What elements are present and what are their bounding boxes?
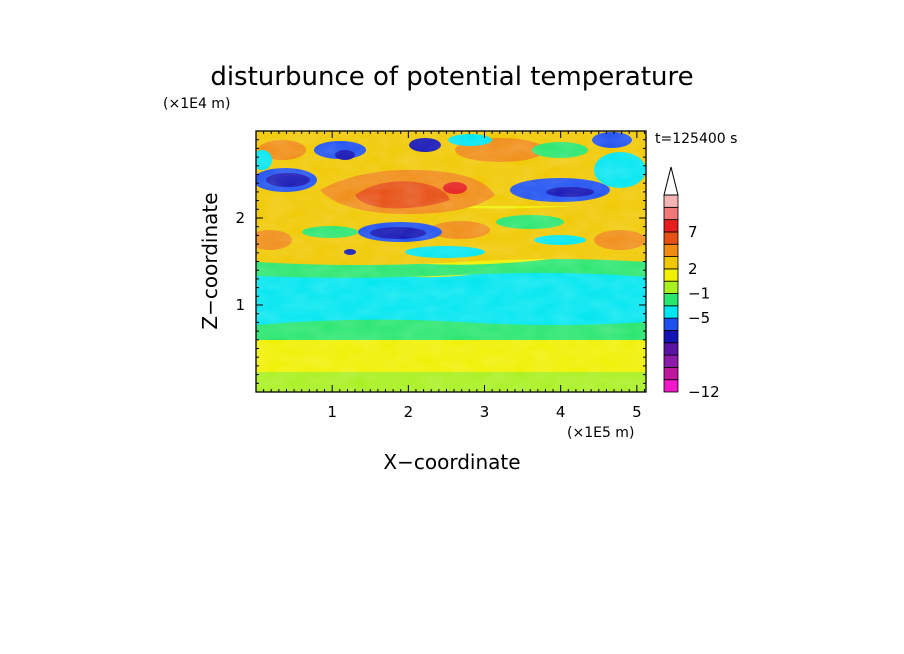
colorbar-label: −1 bbox=[688, 285, 710, 303]
time-label: t=125400 s bbox=[655, 131, 737, 147]
colorbar-swatch bbox=[663, 305, 679, 319]
colorbar-label: 7 bbox=[688, 223, 698, 241]
plot-area bbox=[256, 131, 646, 392]
colorbar-swatch bbox=[663, 194, 679, 208]
y-axis-ticks: 12 bbox=[235, 139, 646, 384]
colorbar-swatch bbox=[663, 243, 679, 257]
y-tick-label: 1 bbox=[235, 296, 245, 314]
colorbar-label: −12 bbox=[688, 383, 720, 401]
colorbar-swatch bbox=[663, 268, 679, 282]
colorbar-swatch bbox=[663, 256, 679, 270]
colorbar-swatch bbox=[663, 366, 679, 381]
colorbar: −12−5−127 bbox=[663, 166, 720, 401]
y-axis-label: Z−coordinate bbox=[198, 192, 222, 329]
colorbar-swatch bbox=[663, 231, 679, 245]
colorbar-swatch bbox=[663, 206, 679, 221]
x-axis-label: X−coordinate bbox=[383, 450, 520, 474]
y-tick-label: 2 bbox=[235, 209, 245, 227]
colorbar-overflow-arrow bbox=[663, 166, 679, 196]
colorbar-swatch bbox=[663, 293, 679, 307]
colorbar-label: −5 bbox=[688, 309, 710, 327]
x-scale-label: (×1E5 m) bbox=[567, 425, 634, 441]
colorbar-swatch bbox=[663, 379, 679, 393]
colorbar-label: 2 bbox=[688, 260, 698, 278]
x-tick-label: 5 bbox=[632, 403, 642, 421]
x-axis-ticks: 1 2 3 4 5 bbox=[263, 131, 645, 421]
colorbar-swatch bbox=[663, 317, 679, 331]
chart-title: disturbunce of potential temperature bbox=[210, 62, 693, 92]
colorbar-swatch bbox=[663, 354, 679, 368]
colorbar-swatch bbox=[663, 280, 679, 294]
x-tick-label: 4 bbox=[556, 403, 566, 421]
y-scale-label: (×1E4 m) bbox=[163, 96, 230, 112]
x-tick-label: 2 bbox=[404, 403, 414, 421]
x-tick-label: 3 bbox=[480, 403, 490, 421]
colorbar-swatch bbox=[663, 342, 679, 356]
colorbar-swatch bbox=[663, 219, 679, 233]
texture-overlay bbox=[256, 131, 646, 392]
colorbar-swatch bbox=[663, 330, 679, 344]
x-tick-label: 1 bbox=[327, 403, 337, 421]
